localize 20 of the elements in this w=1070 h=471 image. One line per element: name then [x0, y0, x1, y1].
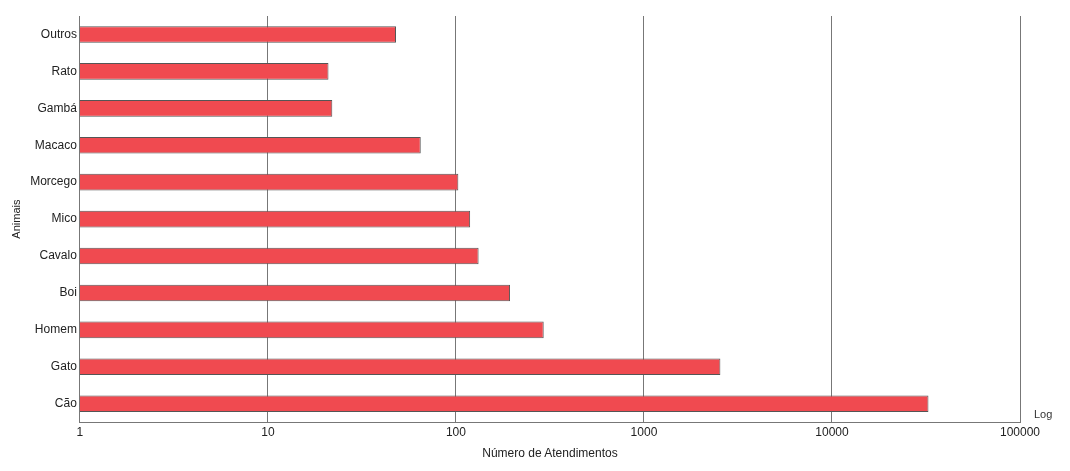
- y-tick-label: Rato: [51, 63, 78, 78]
- y-tick-label: Homem: [34, 322, 77, 337]
- y-tick-label: Mico: [51, 211, 78, 226]
- y-tick-label: Cão: [54, 396, 78, 411]
- y-axis-title: Animais: [9, 199, 22, 239]
- text: Log: [1034, 408, 1053, 421]
- y-tick-label: Cavalo: [39, 248, 78, 263]
- x-tick-label: 10000: [815, 424, 849, 439]
- x-tick-label: 1000: [630, 424, 658, 439]
- y-tick-label: Gambá: [37, 100, 78, 115]
- y-tick-label: Boi: [59, 285, 77, 300]
- x-tick-label: 100000: [999, 424, 1041, 439]
- x-axis-title: Número de Atendimentos: [482, 446, 618, 461]
- y-tick-label: Outros: [40, 26, 77, 41]
- y-tick-label: Gato: [50, 359, 78, 374]
- x-tick-label: 10: [261, 424, 275, 439]
- y-tick-label: Morcego: [30, 174, 78, 189]
- x-tick-label: 1: [76, 424, 84, 439]
- y-tick-label: Macaco: [34, 137, 78, 152]
- x-tick-label: 100: [445, 424, 467, 439]
